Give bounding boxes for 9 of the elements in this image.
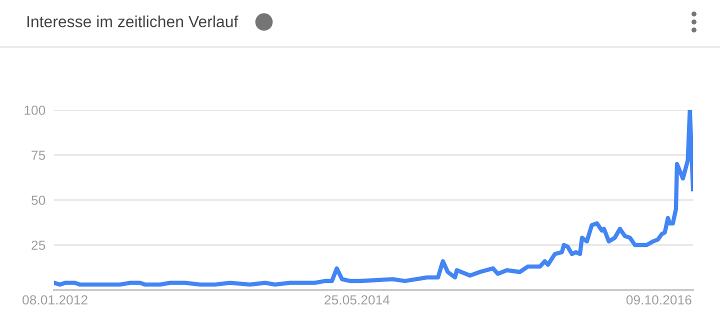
y-tick-label: 50 — [32, 196, 46, 205]
y-tick-label: 25 — [32, 240, 46, 250]
x-tick-label: 08.01.2012 — [22, 295, 88, 305]
chart-title: Interesse im zeitlichen Verlauf — [27, 16, 238, 28]
y-tick-label: 100 — [24, 106, 46, 115]
y-tick-label: 75 — [32, 150, 46, 160]
x-tick-label: 25.05.2014 — [324, 295, 390, 305]
x-tick-label: 09.10.2016 — [626, 295, 692, 305]
line-series — [54, 110, 693, 287]
